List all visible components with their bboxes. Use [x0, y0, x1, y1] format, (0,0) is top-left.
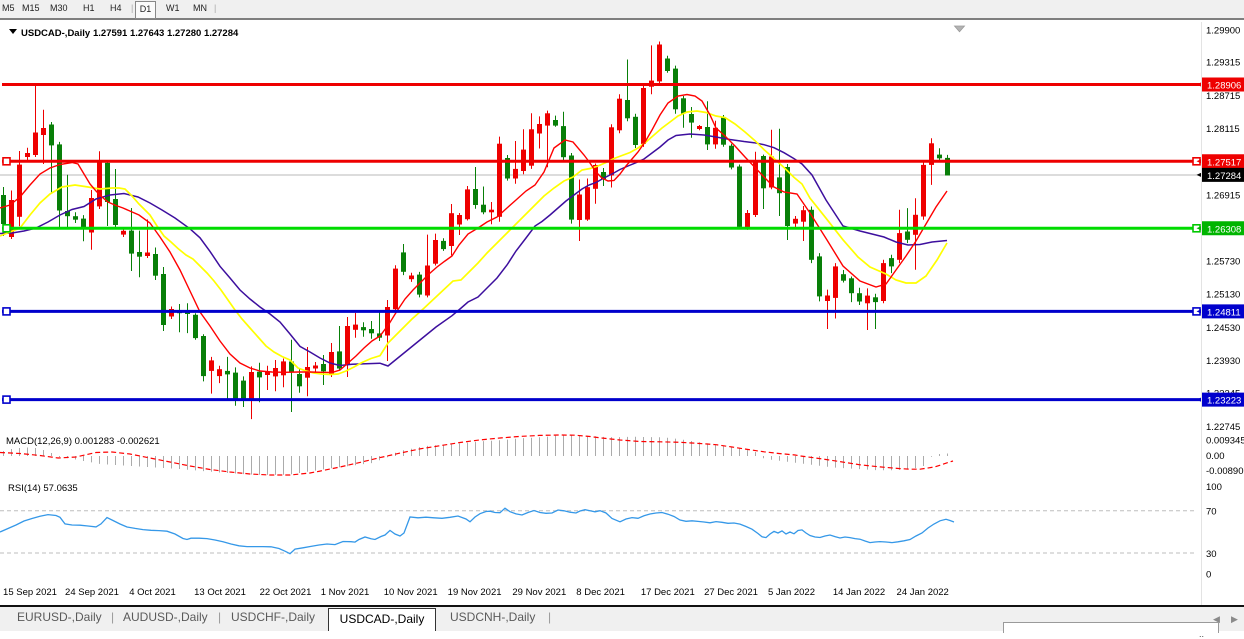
svg-text:RSI(14) 57.0635: RSI(14) 57.0635: [8, 483, 78, 494]
svg-text:24 Sep 2021: 24 Sep 2021: [65, 587, 119, 598]
svg-text:13 Oct 2021: 13 Oct 2021: [194, 587, 246, 598]
svg-text:0.009345: 0.009345: [1206, 435, 1244, 446]
svg-text:1.27591 1.27643 1.27280 1.2728: 1.27591 1.27643 1.27280 1.27284: [93, 28, 239, 39]
svg-text:30: 30: [1206, 549, 1217, 560]
svg-text:1 Nov 2021: 1 Nov 2021: [321, 587, 370, 598]
svg-text:19 Nov 2021: 19 Nov 2021: [448, 587, 502, 598]
svg-text:1.27284: 1.27284: [1207, 171, 1241, 182]
svg-text:1.28115: 1.28115: [1206, 124, 1240, 135]
svg-text:1.27517: 1.27517: [1207, 157, 1241, 168]
svg-text:1.29900: 1.29900: [1206, 25, 1240, 36]
svg-text:1.25730: 1.25730: [1206, 256, 1240, 267]
svg-text:15 Sep 2021: 15 Sep 2021: [3, 587, 57, 598]
svg-text:1.24530: 1.24530: [1206, 323, 1240, 334]
svg-text:1.23223: 1.23223: [1207, 396, 1241, 407]
svg-text:27 Dec 2021: 27 Dec 2021: [704, 587, 758, 598]
svg-text:1.28715: 1.28715: [1206, 91, 1240, 102]
svg-text:70: 70: [1206, 507, 1217, 518]
svg-text:5 Jan 2022: 5 Jan 2022: [768, 587, 815, 598]
svg-text:1.28906: 1.28906: [1207, 81, 1241, 92]
svg-text:1.23930: 1.23930: [1206, 356, 1240, 367]
svg-text:USDCAD-,Daily: USDCAD-,Daily: [21, 28, 91, 39]
svg-text:22 Oct 2021: 22 Oct 2021: [260, 587, 312, 598]
svg-text:1.24811: 1.24811: [1207, 307, 1241, 318]
svg-text:4 Oct 2021: 4 Oct 2021: [129, 587, 175, 598]
svg-text:10 Nov 2021: 10 Nov 2021: [384, 587, 438, 598]
svg-text:1.29315: 1.29315: [1206, 58, 1240, 69]
svg-text:MACD(12,26,9) 0.001283 -0.0026: MACD(12,26,9) 0.001283 -0.002621: [6, 436, 160, 447]
svg-text:17 Dec 2021: 17 Dec 2021: [641, 587, 695, 598]
svg-text:1.26915: 1.26915: [1206, 191, 1240, 202]
svg-text:0: 0: [1206, 570, 1211, 581]
svg-text:1.22745: 1.22745: [1206, 422, 1240, 433]
svg-text:24 Jan 2022: 24 Jan 2022: [897, 587, 949, 598]
svg-text:14 Jan 2022: 14 Jan 2022: [833, 587, 885, 598]
svg-text:29 Nov 2021: 29 Nov 2021: [512, 587, 566, 598]
svg-text:8 Dec 2021: 8 Dec 2021: [576, 587, 625, 598]
svg-text:1.26308: 1.26308: [1207, 224, 1241, 235]
svg-text:-0.008902: -0.008902: [1206, 466, 1244, 477]
svg-text:1.25130: 1.25130: [1206, 290, 1240, 301]
svg-text:100: 100: [1206, 482, 1222, 493]
svg-text:0.00: 0.00: [1206, 451, 1225, 462]
